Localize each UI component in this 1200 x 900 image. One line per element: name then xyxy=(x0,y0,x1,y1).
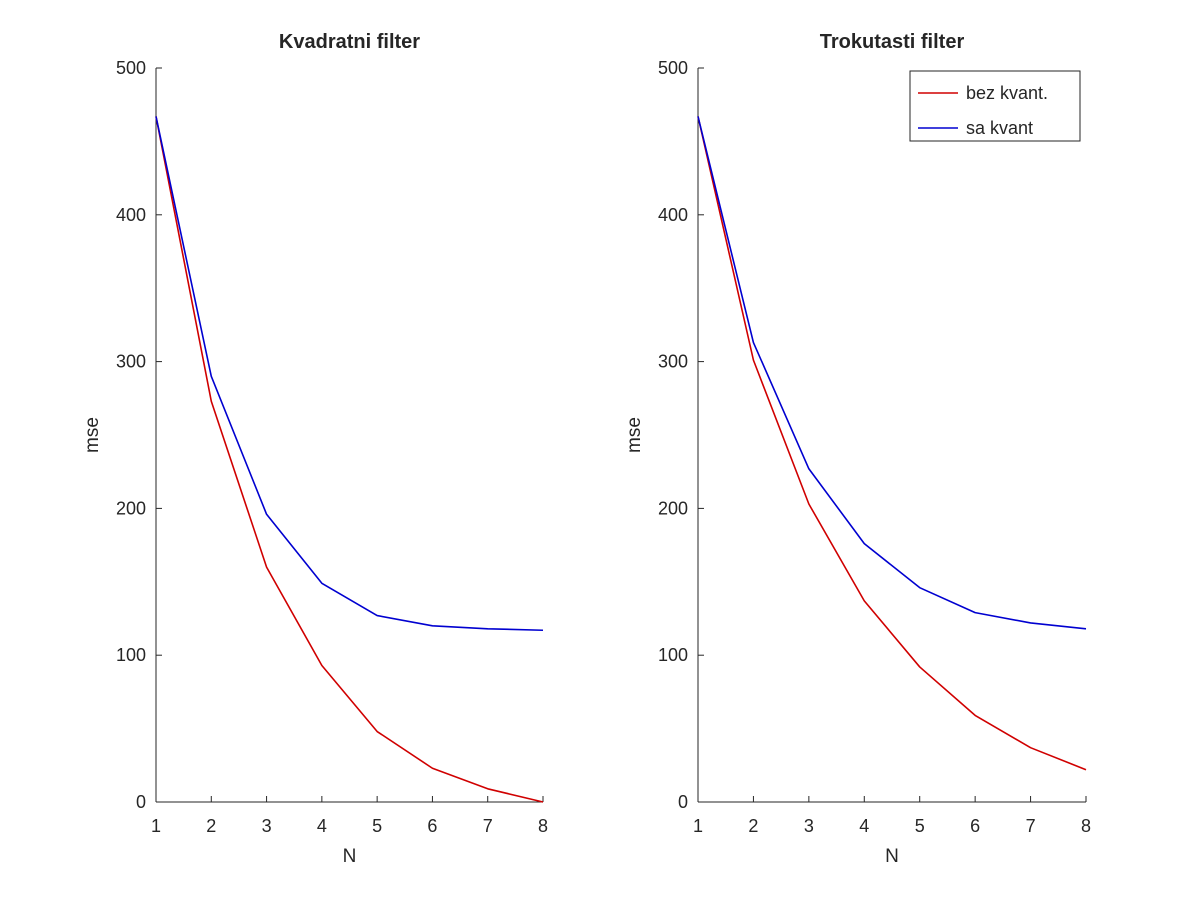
x-tick-label: 1 xyxy=(151,816,161,836)
y-tick-label: 100 xyxy=(658,645,688,665)
x-axis-label: N xyxy=(343,846,357,867)
x-tick-label: 7 xyxy=(1026,816,1036,836)
chart-title: Trokutasti filter xyxy=(820,31,965,53)
y-tick-label: 0 xyxy=(678,792,688,812)
y-axis-label: mse xyxy=(624,417,645,453)
x-tick-label: 8 xyxy=(1081,816,1091,836)
x-tick-label: 3 xyxy=(804,816,814,836)
x-tick-label: 7 xyxy=(483,816,493,836)
x-tick-label: 1 xyxy=(693,816,703,836)
chart-panel-1: 0 100 200 300 400 500 1 2 3 4 5 6 7 8 Kvadratni filter… xyxy=(82,31,548,867)
y-tick-label: 400 xyxy=(116,205,146,225)
legend-entry-label: sa kvant xyxy=(966,118,1033,138)
chart-panel-2: 0 100 200 300 400 500 1 2 3 4 5 6 7 8 Trokutasti filte… xyxy=(624,31,1091,867)
y-tick-label: 200 xyxy=(658,498,688,518)
y-tick-label: 0 xyxy=(136,792,146,812)
legend-entry-label: bez kvant. xyxy=(966,83,1048,103)
series-line-sa-kvant xyxy=(155,116,544,632)
legend: bez kvant. sa kvant xyxy=(909,70,1081,142)
x-tick-label: 6 xyxy=(970,816,980,836)
x-tick-label: 5 xyxy=(372,816,382,836)
y-axis-label: mse xyxy=(82,417,103,453)
y-tick-label: 400 xyxy=(658,205,688,225)
x-tick-label: 4 xyxy=(317,816,327,836)
y-tick-label: 500 xyxy=(116,58,146,78)
y-tick-label: 200 xyxy=(116,498,146,518)
y-tick-label: 300 xyxy=(658,352,688,372)
x-tick-label: 8 xyxy=(538,816,548,836)
x-tick-label: 4 xyxy=(859,816,869,836)
y-tick-label: 300 xyxy=(116,352,146,372)
x-tick-label: 2 xyxy=(206,816,216,836)
x-axis-label: N xyxy=(885,846,899,867)
x-tick-label: 2 xyxy=(748,816,758,836)
x-tick-label: 5 xyxy=(915,816,925,836)
chart-title: Kvadratni filter xyxy=(279,31,420,53)
x-tick-label: 3 xyxy=(262,816,272,836)
series-line-bez-kvant xyxy=(697,116,1087,771)
series-line-sa-kvant xyxy=(697,116,1087,630)
series-line-bez-kvant xyxy=(155,116,544,803)
y-tick-label: 100 xyxy=(116,645,146,665)
x-tick-label: 6 xyxy=(427,816,437,836)
legend-box xyxy=(909,70,1081,142)
y-tick-label: 500 xyxy=(658,58,688,78)
